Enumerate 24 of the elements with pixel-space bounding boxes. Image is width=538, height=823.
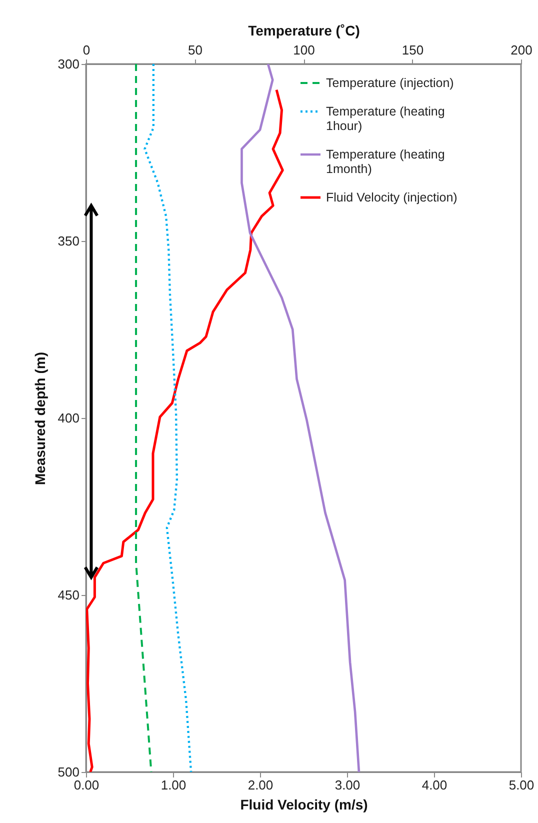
x2-tick-label: 150 bbox=[402, 42, 424, 58]
x2-axis-title: Temperature (˚C) bbox=[248, 22, 360, 38]
x2-tick-label: 100 bbox=[293, 42, 315, 58]
x-tick-label: 3.00 bbox=[334, 778, 360, 792]
legend-label: Temperature (heating 1hour) bbox=[326, 104, 445, 133]
x-tick-label: 0.00 bbox=[74, 778, 100, 792]
line-series bbox=[86, 88, 284, 772]
legend-label: Fluid Velocity (injection) bbox=[326, 190, 458, 204]
y-tick-label: 300 bbox=[58, 56, 80, 72]
x2-tick-label: 0 bbox=[82, 42, 90, 58]
y-axis-title: Measured depth (m) bbox=[32, 352, 48, 486]
x2-tick-label: 50 bbox=[188, 42, 202, 58]
x-tick-label: 2.00 bbox=[248, 778, 274, 792]
y-tick-label: 400 bbox=[58, 410, 80, 426]
y-tick-label: 450 bbox=[58, 588, 80, 602]
legend-label: Temperature (heating 1month) bbox=[326, 148, 445, 176]
legend-label: Temperature (injection) bbox=[326, 76, 454, 90]
y-tick-label: 500 bbox=[58, 764, 80, 780]
y-tick-label: 350 bbox=[58, 234, 80, 248]
x-tick-label: 4.00 bbox=[422, 778, 448, 792]
x2-tick-label: 200 bbox=[510, 42, 532, 58]
x-tick-label: 1.00 bbox=[160, 778, 186, 792]
x-tick-label: 5.00 bbox=[508, 778, 534, 792]
x-axis-title: Fluid Velocity (m/s) bbox=[240, 796, 368, 812]
